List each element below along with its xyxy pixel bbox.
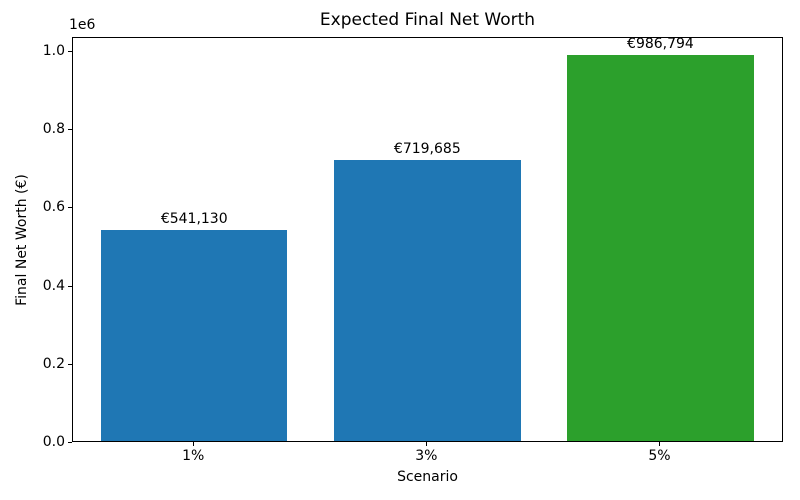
bar-5pct <box>567 55 754 441</box>
bar-value-label-5pct: €986,794 <box>627 36 694 53</box>
y-tick-mark-0.8 <box>68 129 72 130</box>
x-tick-label-3pct: 3% <box>415 448 438 464</box>
y-axis-offset-text: 1e6 <box>69 17 96 33</box>
x-tick-mark-1pct <box>193 442 195 446</box>
bar-value-label-3pct: €719,685 <box>393 140 461 157</box>
bar-value-label-1pct: €541,130 <box>160 210 228 227</box>
y-tick-mark-0.0 <box>68 442 72 443</box>
bar-1pct <box>100 229 288 441</box>
chart-title: Expected Final Net Worth <box>319 10 536 30</box>
y-tick-label-0.0: 0.0 <box>42 434 65 450</box>
y-tick-mark-0.4 <box>68 286 72 287</box>
x-tick-mark-3pct <box>426 442 428 446</box>
y-tick-mark-0.2 <box>68 364 72 365</box>
x-tick-label-1pct: 1% <box>182 448 205 464</box>
y-tick-label-0.8: 0.8 <box>42 121 65 137</box>
y-tick-label-1.0: 1.0 <box>42 43 65 59</box>
y-tick-label-0.6: 0.6 <box>42 199 65 215</box>
y-tick-mark-0.6 <box>68 207 72 208</box>
bar-3pct <box>334 159 521 441</box>
x-tick-label-5pct: 5% <box>648 448 671 464</box>
x-axis-label: Scenario <box>397 469 458 485</box>
y-tick-mark-1.0 <box>68 51 72 52</box>
plot-area: €541,130 €719,685 €986,794 <box>72 36 783 442</box>
x-tick-mark-5pct <box>659 442 661 446</box>
y-tick-label-0.2: 0.2 <box>42 356 65 372</box>
y-tick-label-0.4: 0.4 <box>42 278 65 294</box>
